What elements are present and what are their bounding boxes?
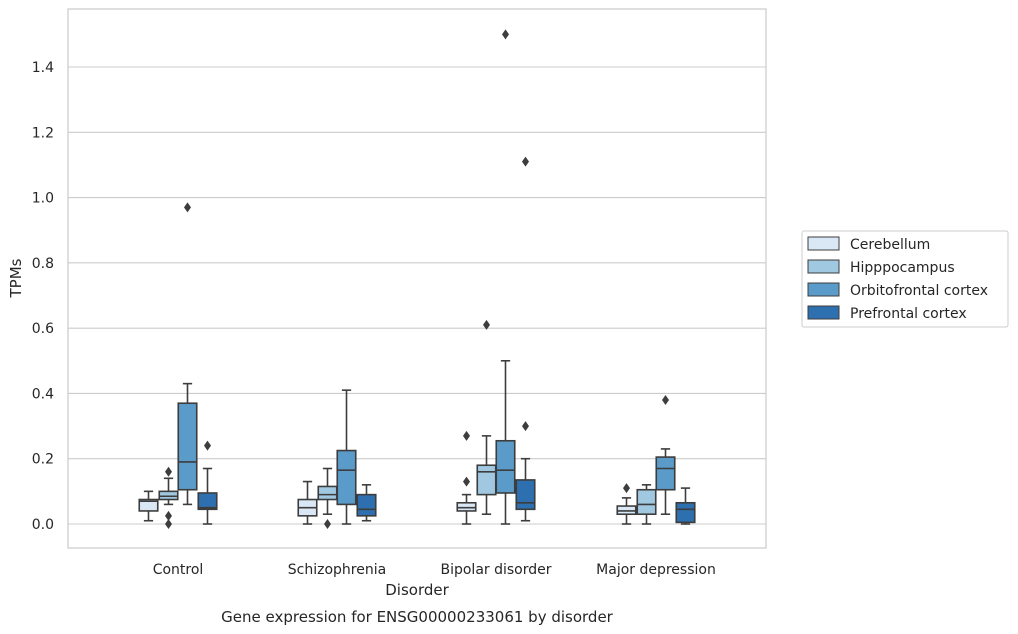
y-tick-label: 1.4 [32,60,54,76]
legend-swatch [807,236,840,251]
y-tick-label: 0.6 [32,321,54,337]
box-major-depression [636,484,657,525]
box-schizophrenia [297,480,318,525]
box-major-depression [655,394,676,516]
outlier-marker [165,519,172,529]
iqr-box [636,488,657,516]
legend-label: Hipppocampus [850,260,955,276]
outlier-marker [502,29,509,40]
outlier-marker [483,319,490,330]
iqr-box [515,479,536,511]
box-control [138,490,159,522]
y-tick-label: 0.2 [32,452,54,468]
outlier-marker [522,156,529,167]
iqr-box [675,501,696,524]
y-tick-label: 0.0 [32,517,54,533]
iqr-box [317,485,338,501]
box-control [197,440,218,525]
outlier-marker [165,466,172,477]
grid-lines [68,66,766,525]
box-schizophrenia [356,484,377,522]
iqr-box [138,498,159,512]
iqr-box [616,505,637,516]
series-cerebellum [138,430,637,525]
outlier-marker [204,440,211,451]
outlier-marker [184,202,191,213]
series-orbitofrontal-cortex [177,29,676,525]
box-control [158,466,179,529]
chart-caption: Gene expression for ENSG00000233061 by d… [221,608,614,626]
iqr-box [197,492,218,511]
box-groups [138,29,696,529]
outlier-marker [623,483,630,494]
legend-label: Cerebellum [850,237,930,253]
box-major-depression [675,487,696,525]
plot-frame [67,8,767,549]
iqr-box [495,439,516,494]
series-prefrontal-cortex [197,156,696,525]
y-tick-labels: 0.0 0.2 0.4 0.6 0.8 1.0 1.2 1.4 [32,60,54,533]
x-tick-label: Control [153,562,204,578]
iqr-box [177,402,198,491]
outlier-marker [324,519,331,529]
y-tick-label: 1.0 [32,191,54,207]
legend-swatch [807,305,840,320]
box-bipolar-disorder [515,156,536,522]
y-axis-label: TPMs [7,258,25,298]
legend-label: Prefrontal cortex [850,306,967,322]
legend-swatch [807,282,840,297]
box-control [177,202,198,506]
outlier-marker [463,430,470,441]
iqr-box [456,501,477,512]
iqr-box [356,493,377,517]
box-bipolar-disorder [456,430,477,525]
iqr-box [336,449,357,506]
iqr-box [655,456,676,491]
legend-swatch [807,259,840,274]
iqr-box [476,464,497,496]
legend-label: Orbitofrontal cortex [850,283,988,299]
outlier-marker [662,394,669,405]
legend-frame [801,230,1009,328]
outlier-marker [463,476,470,487]
box-schizophrenia [336,389,357,525]
y-tick-label: 0.8 [32,256,54,272]
iqr-box [158,490,179,501]
box-bipolar-disorder [495,29,516,525]
x-tick-label: Schizophrenia [288,562,386,578]
x-axis-label: Disorder [385,581,449,599]
x-tick-label: Bipolar disorder [440,562,551,578]
outlier-marker [165,510,172,521]
legend: Cerebellum Hipppocampus Orbitofrontal cort… [801,230,1009,328]
box-bipolar-disorder [476,319,497,516]
x-tick-labels: Control Schizophrenia Bipolar disorder Majo… [153,562,716,578]
box-major-depression [616,483,637,525]
series-hipppocampus [158,319,657,529]
x-tick-label: Major depression [596,562,716,578]
outlier-marker [522,421,529,432]
box-schizophrenia [317,467,338,529]
y-tick-label: 0.4 [32,386,54,402]
y-tick-label: 1.2 [32,125,54,141]
